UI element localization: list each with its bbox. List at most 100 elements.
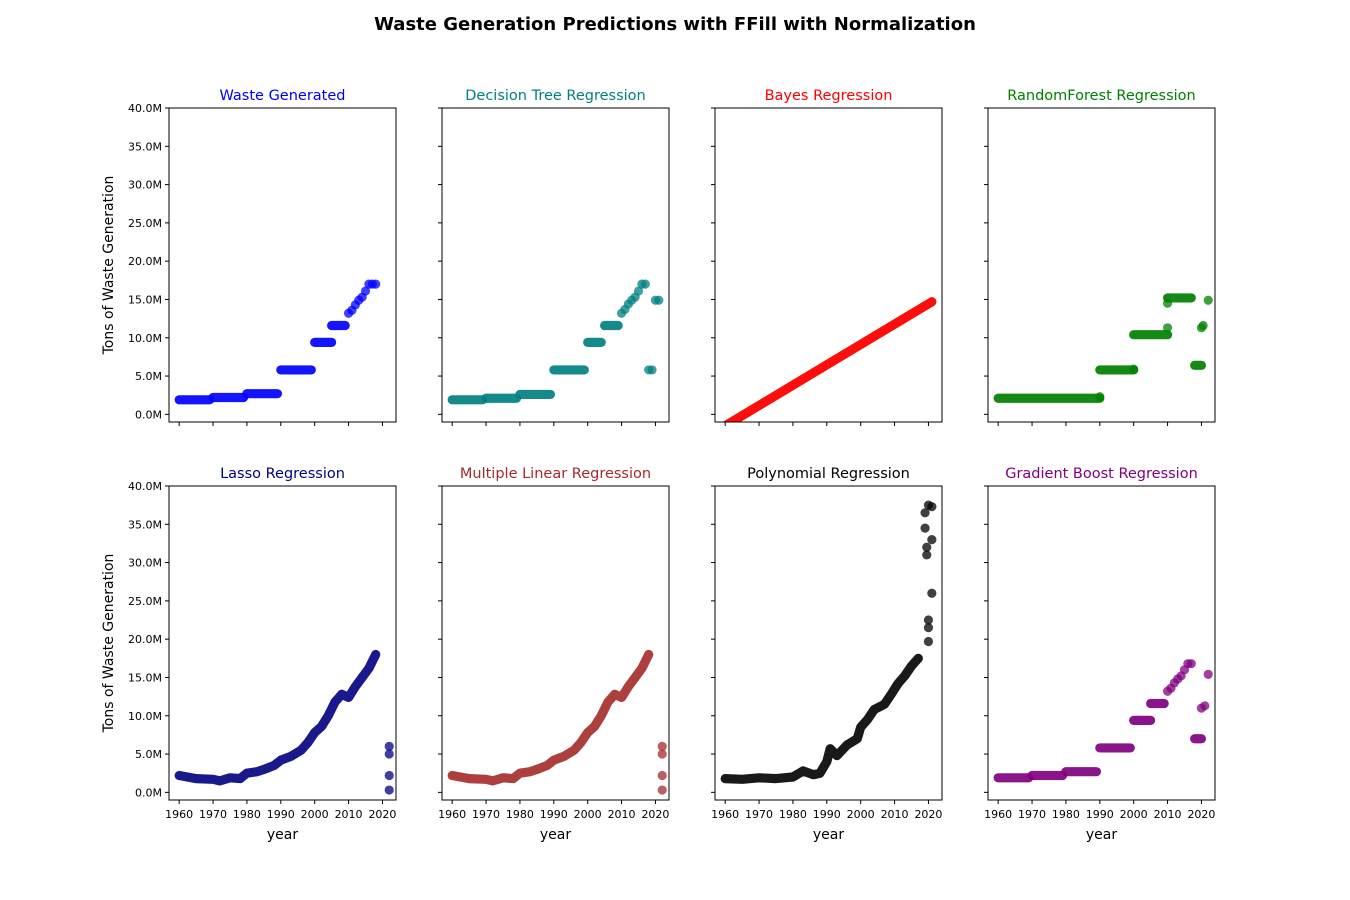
y-tick-label: 25.0M (128, 217, 162, 230)
figure-title: Waste Generation Predictions with FFill … (374, 14, 976, 35)
data-marks (174, 279, 381, 405)
data-point (922, 542, 932, 552)
subplot-8: Gradient Boost Regression 1960 1970 1980 199… (984, 466, 1216, 843)
axes-frame (441, 485, 670, 801)
data-marks (447, 279, 664, 405)
data-point (927, 502, 937, 512)
data-point-run (720, 653, 923, 784)
data-point (927, 535, 937, 545)
y-tick-label: 15.0M (128, 671, 162, 684)
data-point (384, 785, 394, 795)
x-tick-label: 1980 (506, 808, 534, 821)
x-axis-label: year (267, 827, 298, 843)
subplot-6: Multiple Linear Regression 1960 1970 1980 19… (438, 466, 670, 843)
y-tick-label: 20.0M (128, 255, 162, 268)
subplot-1: Waste Generated 0.0M 5.0M 10.0M 15.0M 20.0M 25… (101, 88, 397, 426)
data-point (923, 615, 934, 625)
data-marks (720, 500, 937, 784)
y-tick-label: 0.0M (135, 408, 162, 421)
x-tick-label: 2020 (641, 808, 669, 821)
data-marks (447, 649, 667, 795)
subplot-title: Waste Generated (220, 88, 346, 104)
data-point (647, 365, 657, 375)
x-tick-label: 1980 (1052, 808, 1080, 821)
x-tick-label: 1980 (779, 808, 807, 821)
x-tick-label: 1960 (711, 808, 739, 821)
axes-frame (987, 107, 1216, 423)
x-tick-label: 2010 (335, 808, 363, 821)
x-tick-label: 2020 (368, 808, 396, 821)
axes-frame (168, 485, 397, 801)
data-point (1162, 323, 1173, 333)
x-tick-label: 1970 (199, 808, 227, 821)
y-tick-label: 30.0M (128, 179, 162, 192)
x-tick-label: 2020 (914, 808, 942, 821)
data-point-run (447, 649, 654, 786)
subplot-5: Lasso Regression 0.0M 5.0M 10.0M 15.0M 20.0M 2… (101, 466, 397, 843)
data-point (384, 749, 394, 759)
x-axis-label: year (813, 827, 844, 843)
y-tick-label: 30.0M (128, 557, 162, 570)
subplot-title: Gradient Boost Regression (1005, 466, 1198, 482)
y-tick-label: 0.0M (135, 786, 162, 799)
data-point (1129, 364, 1139, 374)
y-tick-label: 5.0M (135, 370, 162, 383)
axes-frame (441, 107, 670, 423)
y-tick-label: 20.0M (128, 633, 162, 646)
subplot-2: Decision Tree Regression (438, 88, 670, 426)
data-point (657, 749, 667, 759)
data-point (1095, 392, 1105, 402)
subplot-title: Decision Tree Regression (465, 88, 645, 104)
x-tick-label: 1970 (1018, 808, 1046, 821)
axes-frame (714, 485, 943, 801)
data-marks (993, 293, 1213, 403)
axes-frame (168, 107, 397, 423)
x-tick-label: 1960 (165, 808, 193, 821)
subplot-title: Lasso Regression (220, 466, 345, 482)
data-point (923, 636, 934, 647)
y-tick-label: 35.0M (128, 518, 162, 531)
subplot-title: Bayes Regression (765, 88, 893, 104)
x-tick-label: 1990 (267, 808, 295, 821)
y-tick-label: 40.0M (128, 480, 162, 493)
data-point (923, 623, 934, 633)
data-point-run (174, 649, 381, 786)
data-point (1198, 320, 1208, 331)
x-tick-label: 2010 (881, 808, 909, 821)
y-tick-label: 40.0M (128, 102, 162, 115)
data-point (1186, 659, 1196, 669)
data-point (633, 286, 644, 296)
subplot-title: Multiple Linear Regression (460, 466, 651, 482)
axes-frame (714, 107, 943, 423)
data-marks (993, 659, 1213, 783)
data-point (384, 741, 394, 751)
data-marks (174, 649, 394, 795)
data-point (920, 523, 930, 533)
data-point (1203, 295, 1213, 305)
data-point (371, 279, 381, 289)
data-marks (722, 297, 937, 422)
x-tick-label: 1990 (813, 808, 841, 821)
data-point (360, 286, 371, 296)
subplot-title: Polynomial Regression (747, 466, 910, 482)
x-tick-label: 1960 (984, 808, 1012, 821)
data-point (920, 508, 930, 518)
data-point (1203, 669, 1213, 680)
x-tick-label: 2000 (574, 808, 602, 821)
x-tick-label: 2000 (1120, 808, 1148, 821)
subplot-4: RandomForest Regression (984, 88, 1216, 426)
y-tick-label: 10.0M (128, 332, 162, 345)
x-tick-label: 1970 (472, 808, 500, 821)
data-point (657, 741, 667, 751)
x-tick-label: 1970 (745, 808, 773, 821)
x-tick-label: 1990 (1086, 808, 1114, 821)
x-tick-label: 1990 (540, 808, 568, 821)
subplot-title: RandomForest Regression (1007, 88, 1195, 104)
data-point (640, 279, 650, 289)
axes-frame (987, 485, 1216, 801)
x-tick-label: 2020 (1187, 808, 1215, 821)
y-tick-label: 35.0M (128, 140, 162, 153)
subplot-3: Bayes Regression (711, 88, 943, 426)
